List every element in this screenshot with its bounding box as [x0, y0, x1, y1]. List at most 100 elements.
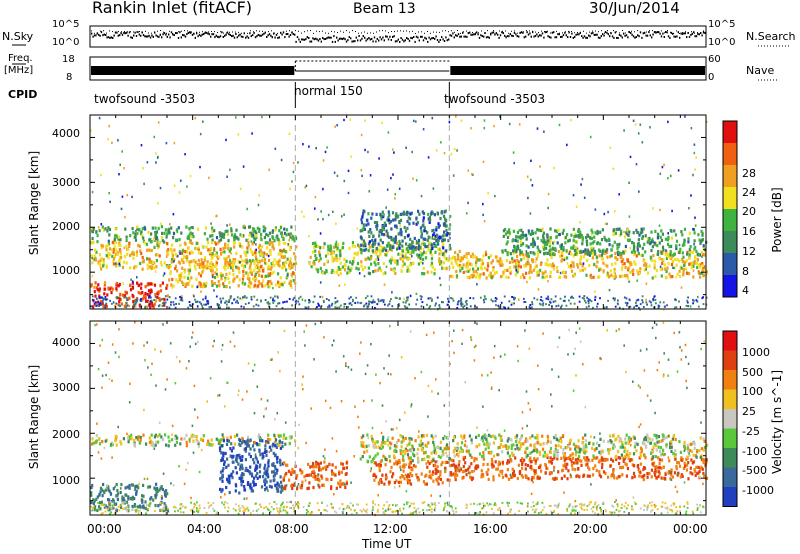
- velocity-scale-tick-m25: -25: [742, 425, 760, 438]
- power-color-scale-swatch-1: [723, 121, 737, 143]
- velocity-color-scale-swatch-7: [723, 448, 737, 468]
- power-color-scale-swatch-2: [723, 143, 737, 165]
- nsky-left-tick-bottom: 10^0: [52, 37, 80, 48]
- time-tick-0: 00:00: [87, 522, 122, 536]
- cpid-segment-1: twofsound -3503: [94, 92, 196, 106]
- velocity-scale-label: Velocity [m s^-1]: [770, 369, 784, 475]
- power-scale-tick-24: 24: [742, 186, 756, 199]
- power-scale-tick-8: 8: [742, 265, 749, 278]
- power-region-6: [359, 209, 452, 253]
- power-color-scale: [722, 120, 738, 298]
- velocity-region-2: [90, 482, 170, 513]
- power-scale-tick-4: 4: [742, 284, 749, 297]
- time-tick-5: 20:00: [573, 522, 608, 536]
- freq-left-tick-bottom: 8: [66, 72, 73, 83]
- velocity-region-3: [218, 437, 285, 495]
- velocity-scale-tick-m500: -500: [742, 464, 767, 477]
- velocity-ylabel: Slant Range [km]: [27, 364, 41, 470]
- power-panel-frame: [89, 114, 707, 310]
- beam-title: Beam 13: [353, 1, 416, 17]
- velocity-scale-tick-1000: 1000: [742, 346, 770, 359]
- velocity-color-scale-swatch-3: [723, 370, 737, 390]
- time-tick-1: 04:00: [187, 522, 222, 536]
- velocity-color-scale-swatch-9: [723, 487, 737, 507]
- power-region-1: [90, 225, 298, 244]
- time-tick-3: 12:00: [373, 522, 408, 536]
- velocity-ytick-4000: 4000: [52, 336, 80, 349]
- time-axis-label: Time UT: [362, 537, 412, 551]
- nave-label: Nave: [746, 64, 775, 77]
- velocity-scale-tick-m1000: -1000: [742, 484, 774, 497]
- power-ytick-3000: 3000: [52, 176, 80, 189]
- velocity-region-8: [452, 433, 709, 459]
- velocity-region-4: [282, 460, 349, 491]
- cpid-label: CPID: [8, 88, 38, 101]
- velocity-region-7: [449, 455, 709, 482]
- power-scale-tick-12: 12: [742, 245, 756, 258]
- power-ytick-2000: 2000: [52, 220, 80, 233]
- power-color-scale-swatch-8: [723, 275, 737, 297]
- power-color-scale-swatch-6: [723, 231, 737, 253]
- time-tick-2: 08:00: [274, 522, 309, 536]
- velocity-color-scale-swatch-5: [723, 409, 737, 429]
- velocity-color-scale-swatch-6: [723, 428, 737, 448]
- station-title: Rankin Inlet (fitACF): [92, 0, 253, 17]
- scatter-data-layer: [90, 115, 709, 517]
- freq-label: Freq.: [8, 53, 33, 64]
- power-ground-band: [90, 295, 708, 309]
- velocity-scale-tick-500: 500: [742, 366, 763, 379]
- cpid-segment-2: normal 150: [294, 84, 363, 98]
- power-ytick-4000: 4000: [52, 127, 80, 140]
- time-tick-6: 00:00: [673, 522, 708, 536]
- power-color-scale-swatch-3: [723, 165, 737, 187]
- velocity-scale-tick-25: 25: [742, 405, 756, 418]
- power-ylabel: Slant Range [km]: [27, 150, 41, 256]
- date-title: 30/Jun/2014: [589, 0, 680, 17]
- velocity-scale-tick-m100: -100: [742, 445, 767, 458]
- velocity-region-6: [372, 460, 452, 486]
- nsky-right-tick-top: 10^5: [708, 19, 736, 30]
- power-region-4: [167, 258, 297, 289]
- power-color-scale-swatch-5: [723, 209, 737, 231]
- velocity-color-scale-swatch-2: [723, 350, 737, 370]
- power-scale-tick-28: 28: [742, 167, 756, 180]
- nave-right-tick-bottom: 0: [708, 72, 715, 83]
- velocity-sparse-echoes: [94, 321, 706, 517]
- power-color-scale-swatch-7: [723, 253, 737, 275]
- nsky-right-tick-bottom: 10^0: [708, 37, 736, 48]
- power-region-7: [449, 249, 708, 280]
- nsky-left-tick-top: 10^5: [52, 19, 80, 30]
- power-scale-tick-16: 16: [742, 225, 756, 238]
- nsky-label: N.Sky: [2, 30, 34, 43]
- power-region-5: [308, 240, 451, 276]
- freq-trace: [91, 60, 706, 75]
- freq-panel-frame: [89, 56, 707, 81]
- velocity-ytick-1000: 1000: [52, 474, 80, 487]
- nave-right-tick-top: 60: [708, 54, 721, 65]
- power-sparse-echoes: [90, 115, 708, 311]
- nsky-panel-frame: [89, 25, 707, 48]
- time-tick-4: 16:00: [473, 522, 508, 536]
- velocity-color-scale: [722, 330, 738, 507]
- nsearch-label: N.Search: [746, 30, 796, 43]
- velocity-ground-band: [90, 501, 705, 515]
- power-color-scale-swatch-4: [723, 187, 737, 209]
- nsearch-trace: [91, 30, 704, 34]
- power-scale-tick-20: 20: [742, 205, 756, 218]
- nsky-trace: [91, 31, 706, 43]
- velocity-scale-tick-100: 100: [742, 385, 763, 398]
- freq-unit-label: [MHz]: [4, 65, 34, 76]
- velocity-region-5: [359, 433, 452, 464]
- freq-left-tick-top: 18: [62, 54, 75, 65]
- velocity-ytick-3000: 3000: [52, 381, 80, 394]
- velocity-ytick-2000: 2000: [52, 428, 80, 441]
- cpid-segment-3: twofsound -3503: [444, 92, 546, 106]
- velocity-color-scale-swatch-4: [723, 389, 737, 409]
- velocity-panel-frame: [89, 320, 707, 516]
- velocity-color-scale-swatch-8: [723, 467, 737, 487]
- power-ytick-1000: 1000: [52, 264, 80, 277]
- velocity-color-scale-swatch-1: [723, 331, 737, 351]
- power-region-3: [90, 281, 169, 309]
- panel-frames: [12, 25, 790, 516]
